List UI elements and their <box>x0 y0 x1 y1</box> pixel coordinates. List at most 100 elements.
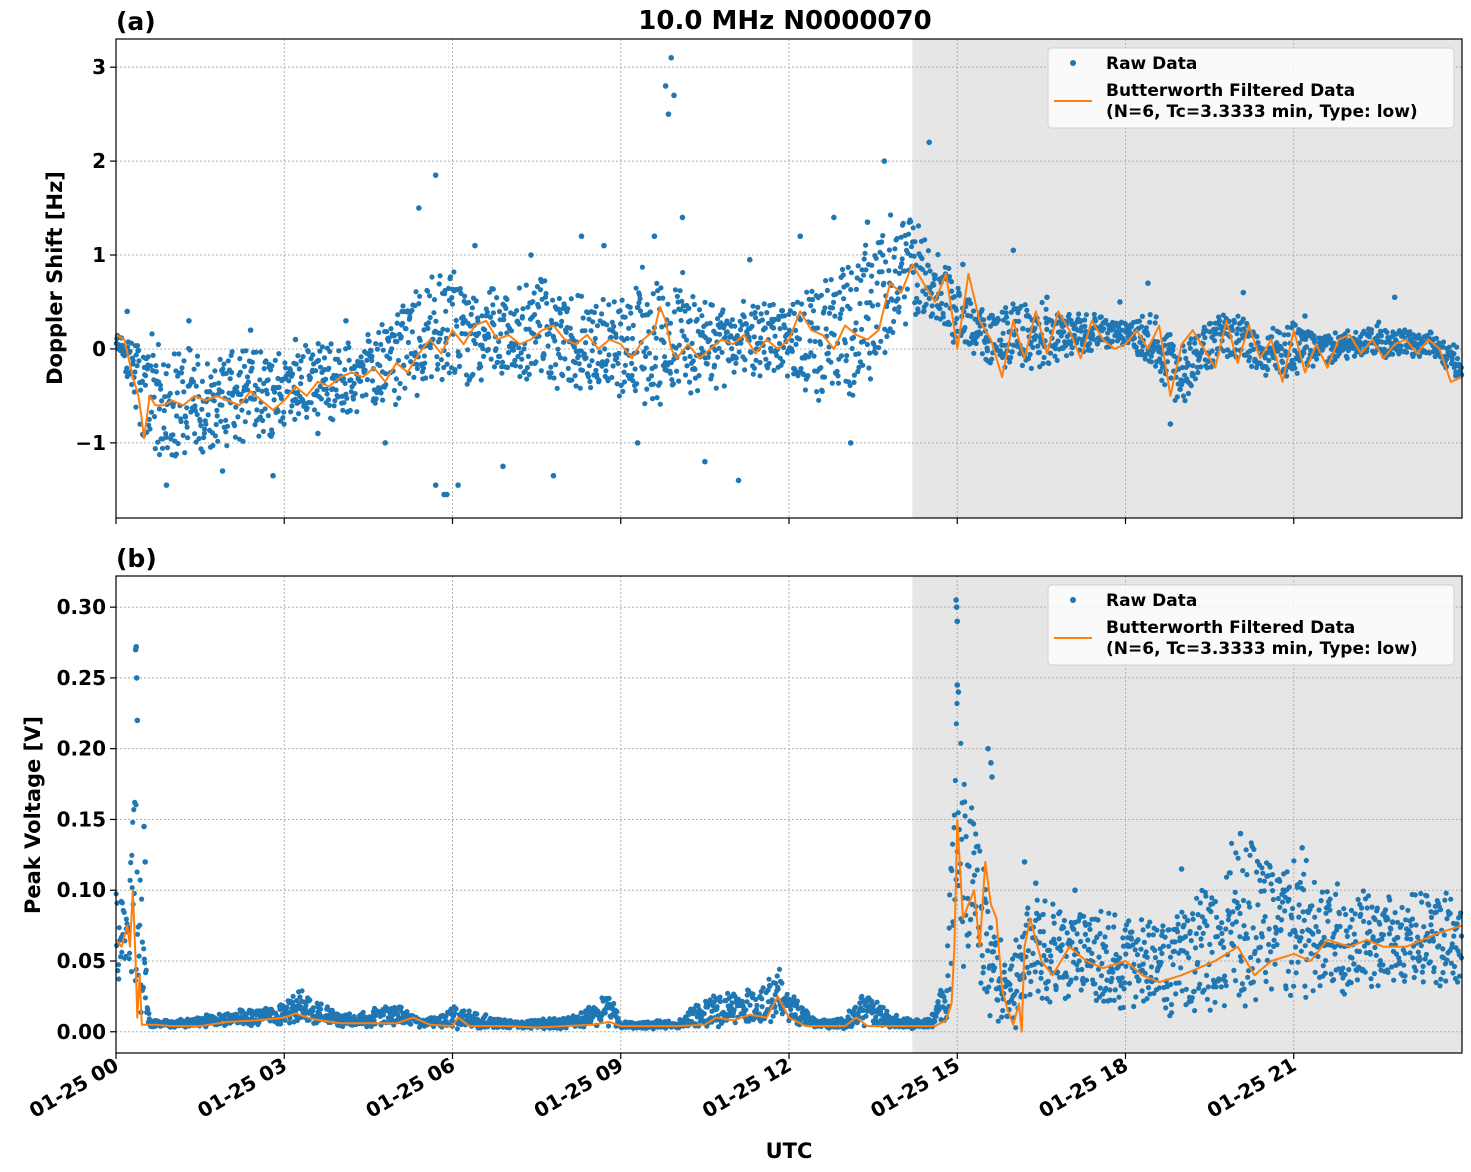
raw-data-point <box>1091 311 1097 317</box>
raw-data-point <box>643 345 649 351</box>
raw-data-point <box>1016 318 1022 324</box>
raw-data-point <box>660 295 666 301</box>
raw-data-point <box>856 364 862 370</box>
raw-data-point <box>1204 923 1210 929</box>
raw-data-point <box>148 409 155 415</box>
raw-data-point <box>376 329 382 336</box>
raw-data-point <box>422 360 428 366</box>
raw-data-point <box>763 356 769 362</box>
raw-data-point <box>132 369 138 375</box>
raw-data-point <box>1237 934 1243 940</box>
raw-data-point <box>465 347 471 353</box>
raw-data-outlier <box>847 440 854 446</box>
raw-data-point <box>133 352 139 358</box>
raw-data-point <box>526 371 532 377</box>
raw-data-point <box>518 350 524 356</box>
raw-data-point <box>139 378 145 384</box>
raw-data-point <box>1095 917 1101 923</box>
raw-data-point <box>380 1012 386 1018</box>
raw-data-point <box>253 349 259 355</box>
raw-data-point <box>342 380 348 386</box>
raw-data-point <box>1002 342 1008 348</box>
raw-data-point <box>293 1008 299 1014</box>
raw-data-point <box>1057 909 1063 915</box>
raw-data-point <box>372 400 378 406</box>
raw-data-outlier <box>960 261 966 268</box>
raw-data-point <box>731 369 737 375</box>
raw-data-point <box>874 324 880 330</box>
raw-data-point <box>616 350 622 356</box>
raw-data-point <box>912 300 918 306</box>
raw-data-point <box>1268 881 1274 887</box>
raw-data-point <box>1061 329 1067 335</box>
raw-data-point <box>390 1012 396 1018</box>
raw-data-point <box>180 432 186 438</box>
raw-data-point <box>1214 933 1220 940</box>
raw-data-point <box>793 369 799 375</box>
raw-data-point <box>153 369 159 375</box>
raw-data-point <box>1219 920 1225 926</box>
raw-data-point <box>860 362 866 368</box>
raw-data-point <box>548 370 554 376</box>
raw-data-point <box>1145 985 1152 991</box>
raw-data-point <box>499 359 506 365</box>
raw-data-point <box>1085 937 1091 943</box>
raw-data-point <box>599 311 605 317</box>
raw-data-point <box>318 1006 324 1012</box>
raw-data-point <box>531 290 537 296</box>
raw-data-point <box>1071 332 1077 338</box>
raw-data-point <box>1000 1007 1006 1014</box>
raw-data-point <box>348 389 354 395</box>
raw-data-point <box>315 341 321 347</box>
raw-data-point <box>264 391 270 397</box>
raw-data-point <box>835 380 842 386</box>
raw-data-point <box>173 451 179 457</box>
raw-data-point <box>129 885 135 891</box>
raw-data-point <box>196 436 202 442</box>
raw-data-point <box>690 294 696 300</box>
raw-data-point <box>436 281 442 287</box>
raw-data-point <box>590 319 596 325</box>
raw-data-point <box>398 334 404 340</box>
raw-data-point <box>137 922 143 928</box>
raw-data-point <box>990 949 997 955</box>
raw-data-point <box>707 997 713 1003</box>
raw-data-point <box>1266 941 1272 948</box>
raw-data-point <box>1282 908 1288 914</box>
raw-data-point <box>956 292 963 298</box>
raw-data-point <box>1173 991 1179 997</box>
raw-data-point <box>240 438 246 444</box>
raw-data-point <box>824 287 831 293</box>
panel-a-raw-data <box>113 54 1465 498</box>
raw-data-point <box>777 355 783 361</box>
raw-data-outlier <box>926 139 933 146</box>
raw-data-point <box>526 326 532 332</box>
raw-data-point <box>1449 356 1455 362</box>
raw-data-point <box>520 306 526 312</box>
raw-data-point <box>979 351 986 357</box>
raw-data-point <box>704 361 710 367</box>
raw-data-point <box>290 993 296 999</box>
raw-data-point <box>429 274 435 280</box>
raw-data-point <box>1270 325 1276 331</box>
raw-data-point <box>1122 927 1128 933</box>
raw-data-point <box>1262 914 1268 920</box>
raw-data-point <box>781 313 788 319</box>
raw-data-point <box>799 301 805 307</box>
raw-data-point <box>158 386 164 392</box>
raw-data-point <box>192 431 198 437</box>
raw-data-point <box>687 318 693 324</box>
panel-b-label: (b) <box>116 544 157 573</box>
raw-data-point <box>1112 987 1118 993</box>
raw-data-point <box>1204 972 1210 979</box>
raw-data-point <box>475 318 481 324</box>
raw-data-point <box>1190 911 1196 917</box>
raw-data-point <box>194 353 201 359</box>
raw-data-point <box>1152 955 1159 961</box>
raw-data-point <box>802 387 809 393</box>
raw-data-point <box>853 286 860 292</box>
raw-data-point <box>951 812 958 818</box>
raw-data-point <box>855 368 861 375</box>
raw-data-point <box>254 407 260 413</box>
raw-data-point <box>1196 985 1202 991</box>
